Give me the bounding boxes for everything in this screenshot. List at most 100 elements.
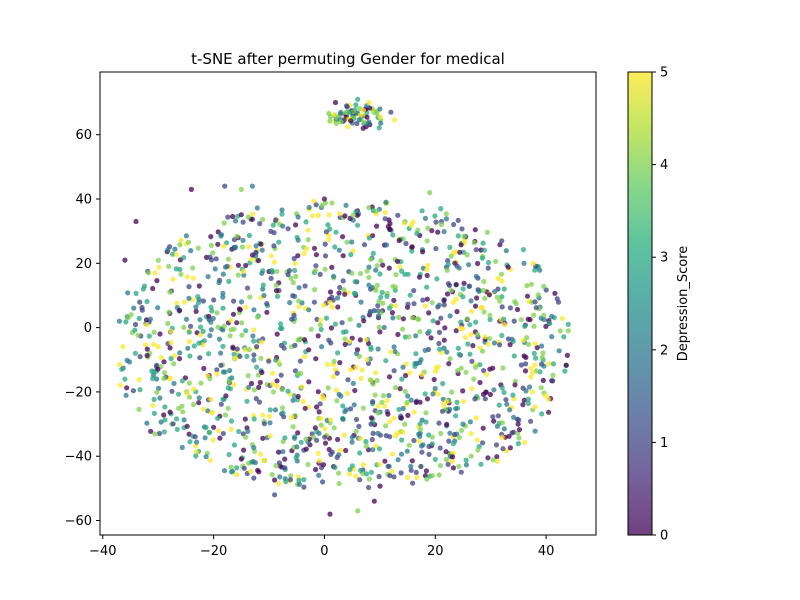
colorbar-tick-label: 5 xyxy=(660,66,668,81)
data-point xyxy=(331,358,337,364)
data-point xyxy=(244,285,251,291)
data-point xyxy=(411,437,417,444)
data-point xyxy=(460,286,466,292)
colorbar xyxy=(628,72,652,535)
data-point xyxy=(524,335,530,341)
data-point xyxy=(317,271,323,277)
data-point xyxy=(339,320,345,326)
data-point xyxy=(322,253,329,259)
data-point xyxy=(507,305,513,311)
data-point xyxy=(181,255,187,261)
data-point xyxy=(143,317,150,323)
data-point xyxy=(503,397,509,403)
data-point xyxy=(116,318,122,324)
data-point xyxy=(166,263,172,269)
data-point xyxy=(228,426,234,432)
data-point xyxy=(370,447,376,453)
data-point xyxy=(388,109,394,115)
data-point xyxy=(453,406,459,412)
data-point xyxy=(333,387,339,393)
data-point xyxy=(236,428,242,435)
data-point xyxy=(473,273,479,279)
data-point xyxy=(144,420,150,426)
data-point xyxy=(444,291,451,297)
data-point xyxy=(357,337,363,343)
data-point xyxy=(245,373,251,379)
data-point xyxy=(391,474,397,480)
data-point xyxy=(405,393,411,399)
data-point xyxy=(361,318,367,324)
data-point xyxy=(523,361,529,367)
data-point xyxy=(528,365,534,371)
data-point xyxy=(290,293,296,299)
data-point xyxy=(356,423,362,429)
data-point xyxy=(480,425,486,431)
data-point xyxy=(428,335,434,341)
data-point xyxy=(161,412,167,418)
data-point xyxy=(358,375,364,382)
data-point xyxy=(453,413,459,419)
data-point xyxy=(382,209,388,215)
data-point xyxy=(238,456,244,462)
data-point xyxy=(245,214,251,220)
data-point xyxy=(562,368,568,374)
data-point xyxy=(144,322,150,328)
data-point xyxy=(162,417,168,423)
data-point xyxy=(342,291,348,297)
data-point xyxy=(484,229,490,235)
data-point xyxy=(450,465,456,471)
data-point xyxy=(486,292,492,298)
data-point xyxy=(220,290,226,296)
data-point xyxy=(130,388,136,394)
data-point xyxy=(281,345,287,351)
data-point xyxy=(150,285,156,292)
data-point xyxy=(436,302,442,308)
data-point xyxy=(154,389,160,395)
data-point xyxy=(516,417,522,423)
data-point xyxy=(323,315,330,321)
data-point xyxy=(249,256,255,262)
data-point xyxy=(348,367,354,373)
data-point xyxy=(201,406,207,412)
data-point xyxy=(290,397,296,403)
data-point xyxy=(392,348,398,355)
data-point xyxy=(222,183,228,189)
data-point xyxy=(235,262,241,268)
data-point xyxy=(215,241,221,247)
data-point xyxy=(282,435,288,441)
data-point xyxy=(429,228,435,234)
data-point xyxy=(280,410,286,416)
chart-title: t-SNE after permuting Gender for medical xyxy=(191,50,505,68)
y-tick-label: 0 xyxy=(84,321,92,336)
colorbar-tick-label: 0 xyxy=(660,529,668,544)
data-point xyxy=(251,445,257,451)
data-point xyxy=(335,295,341,301)
data-point xyxy=(361,119,367,125)
data-point xyxy=(322,241,328,247)
data-point xyxy=(343,447,349,454)
data-point xyxy=(417,426,423,432)
data-point xyxy=(481,309,487,315)
data-point xyxy=(520,385,526,391)
data-point xyxy=(272,407,279,413)
data-point xyxy=(272,492,278,498)
data-point xyxy=(282,465,288,471)
data-point xyxy=(469,308,475,314)
data-point xyxy=(233,472,240,478)
data-point xyxy=(215,324,221,330)
data-point xyxy=(328,417,334,423)
data-point xyxy=(473,247,479,253)
data-point xyxy=(285,272,291,278)
data-point xyxy=(521,260,527,266)
data-point xyxy=(418,463,424,470)
data-point xyxy=(331,425,337,431)
data-point xyxy=(430,318,436,324)
data-point xyxy=(386,419,393,425)
data-point xyxy=(188,186,194,192)
data-point xyxy=(305,237,311,243)
data-point xyxy=(528,418,534,424)
data-point xyxy=(319,344,325,350)
data-point xyxy=(266,358,272,364)
data-point xyxy=(504,401,510,407)
data-point xyxy=(475,260,481,267)
